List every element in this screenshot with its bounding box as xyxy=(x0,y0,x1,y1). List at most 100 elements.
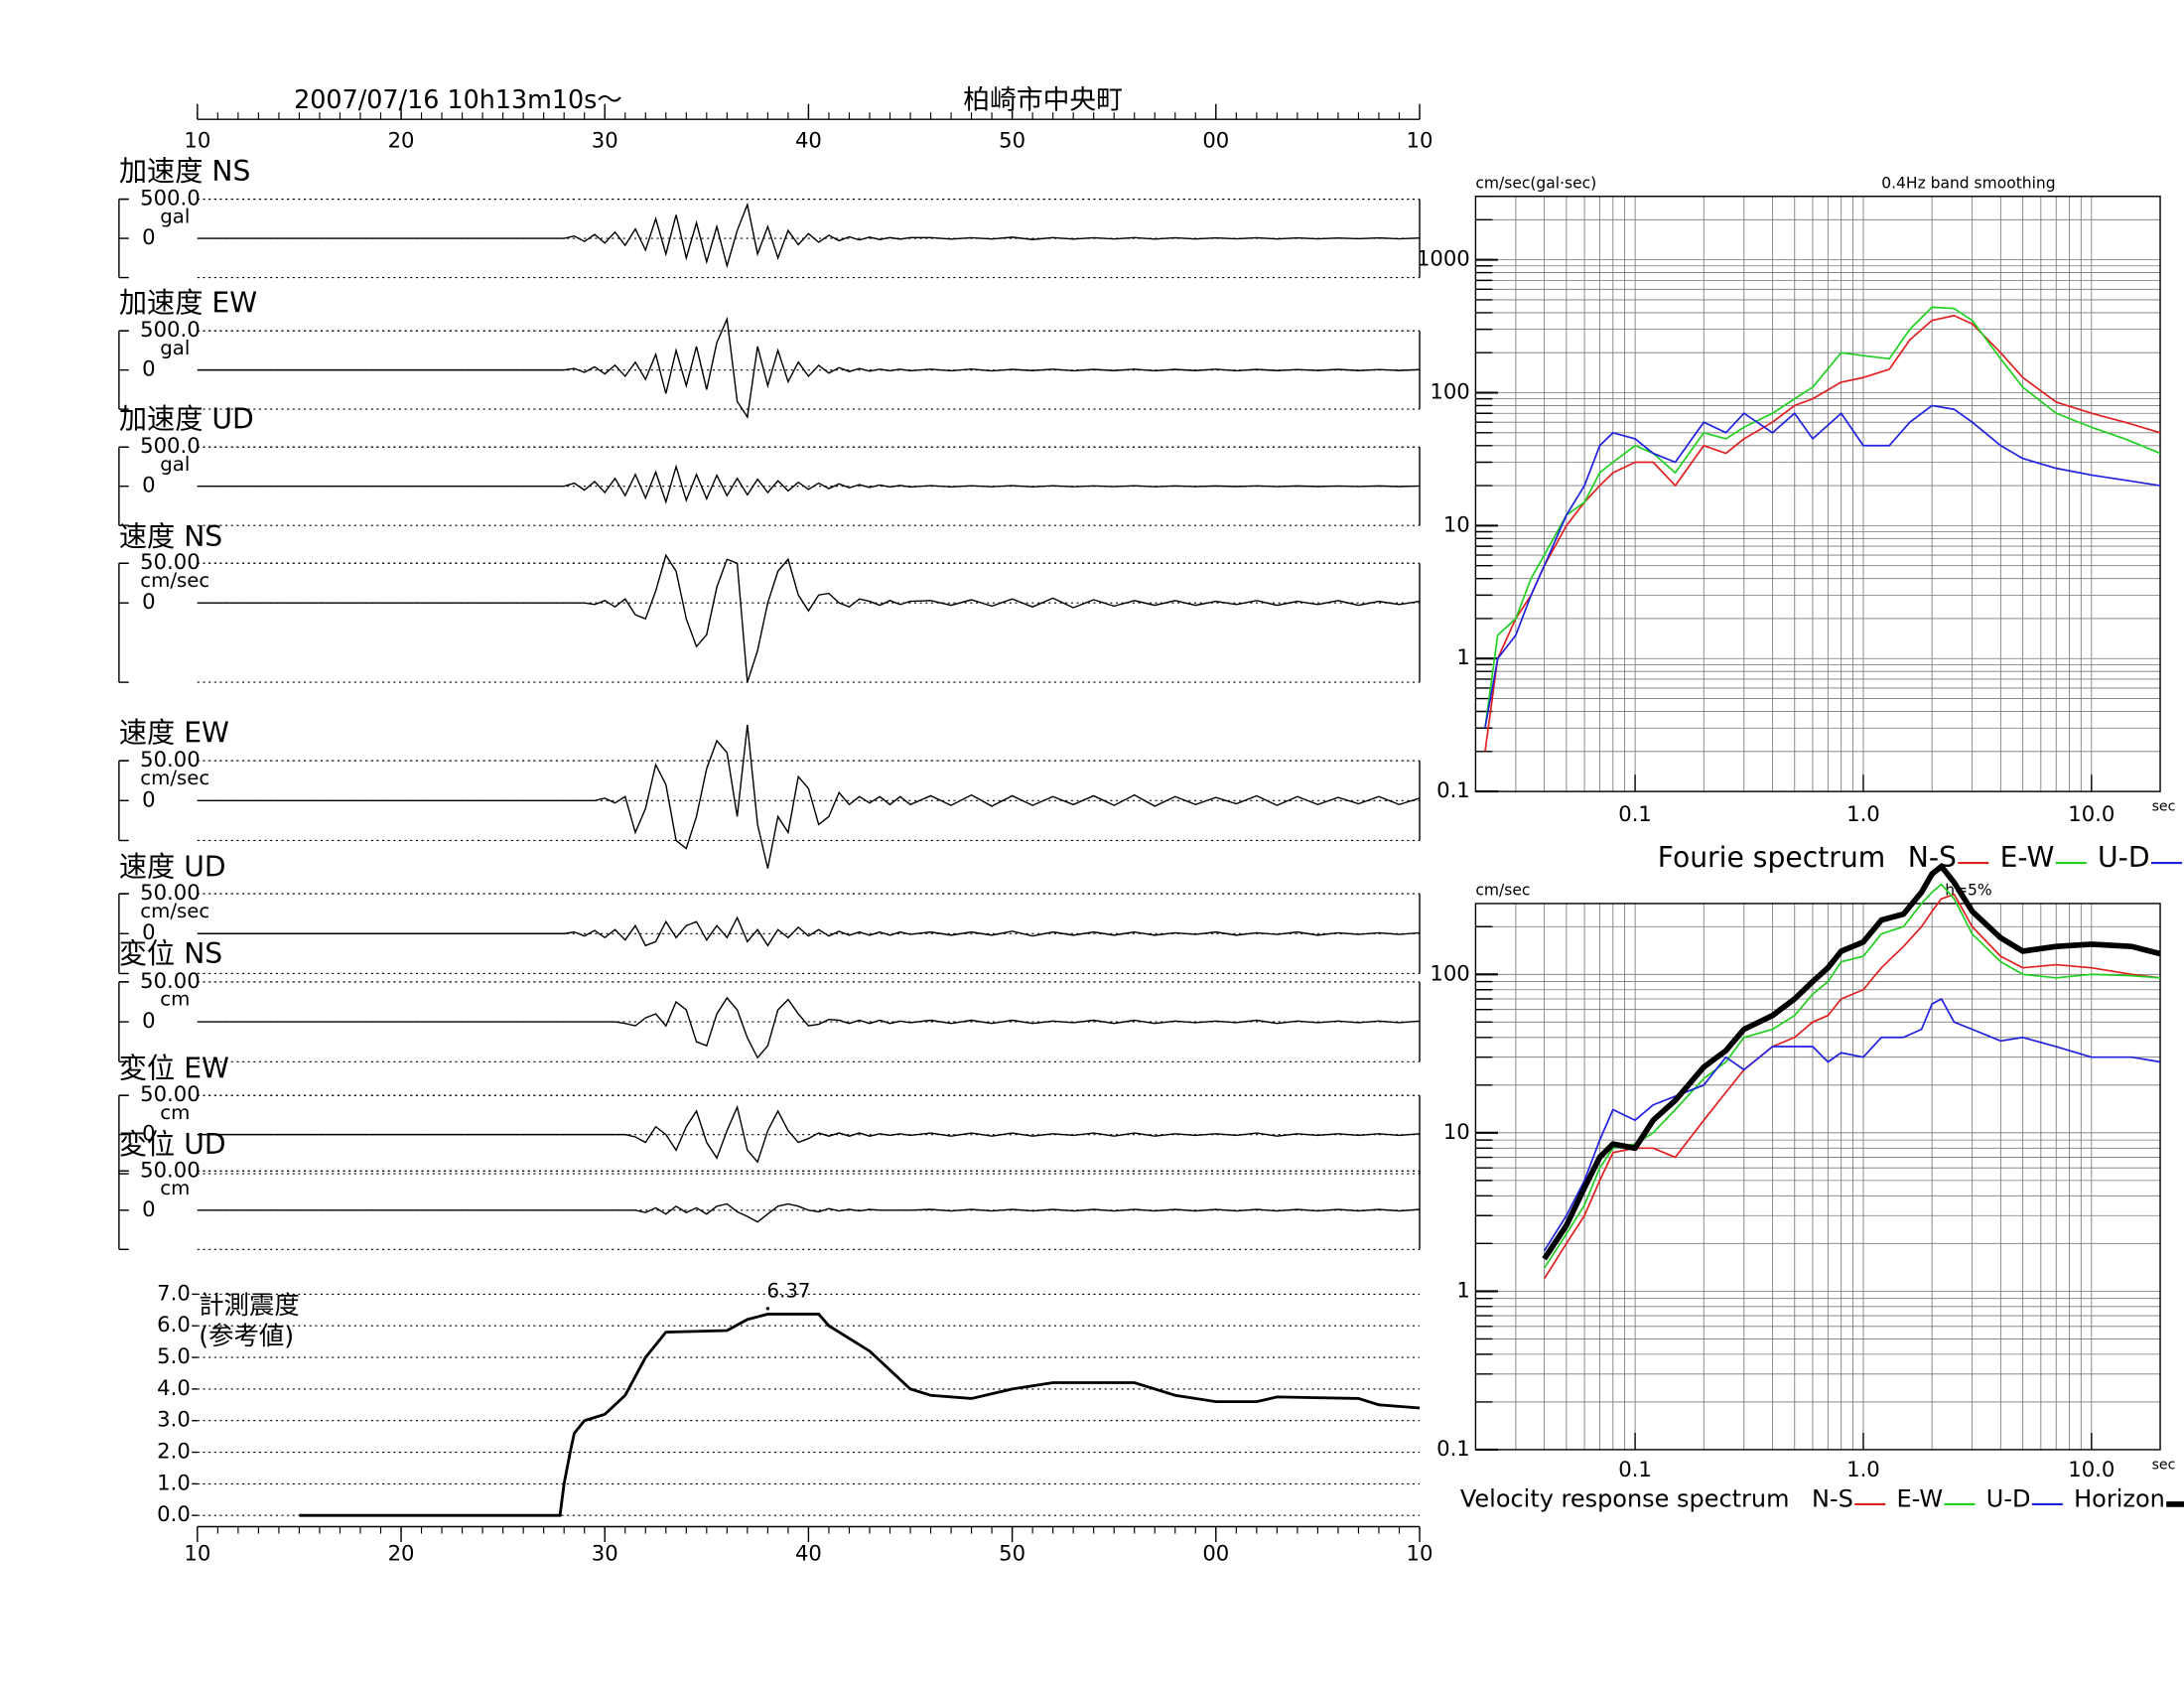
panel-label: 加速度 EW xyxy=(119,286,257,319)
y-tick-label: 0 xyxy=(142,589,155,614)
panel-label: 速度 EW xyxy=(119,716,229,749)
y-unit: cm/sec xyxy=(1475,882,1530,900)
y-tick-label: 500.0 xyxy=(140,433,201,458)
x-tick-label: 1.0 xyxy=(1846,801,1880,826)
x-tick-label: 30 xyxy=(592,128,618,153)
unit-label: cm/sec xyxy=(140,900,209,922)
legend-title: Velocity response spectrum xyxy=(1460,1485,1790,1513)
intensity-line xyxy=(299,1313,1421,1517)
y-tick-label: 0.1 xyxy=(1436,1436,1470,1461)
peak-dot xyxy=(765,1307,770,1311)
station-name: 柏崎市中央町 xyxy=(963,84,1123,115)
y-tick-label: 0 xyxy=(142,224,155,249)
y-tick-label: 0 xyxy=(142,356,155,381)
panel-label: 速度 NS xyxy=(119,520,222,553)
legend-title: Fourie spectrum xyxy=(1658,841,1885,874)
waveform xyxy=(197,464,1421,504)
y-tick-label: 0.1 xyxy=(1436,777,1470,802)
y-tick-label: 0 xyxy=(142,1196,155,1221)
y-tick-label: 50.00 xyxy=(140,1081,201,1106)
waveform xyxy=(197,915,1421,947)
x-tick-label: 40 xyxy=(795,1541,822,1566)
x-tick-label: 30 xyxy=(592,1541,618,1566)
y-tick-label: 100 xyxy=(1430,960,1469,985)
unit-label: cm xyxy=(160,988,190,1011)
legend-label: N-S xyxy=(1908,841,1957,874)
y-tick-label: 1 xyxy=(1456,644,1469,669)
note: 0.4Hz band smoothing xyxy=(1881,175,2055,193)
waveform xyxy=(197,1104,1421,1164)
unit-label: cm xyxy=(160,1177,190,1199)
x-tick-label: 40 xyxy=(795,128,822,153)
spectrum-line xyxy=(1484,315,2161,752)
x-tick-label: 0.1 xyxy=(1618,1457,1652,1481)
y-tick-label: 50.00 xyxy=(140,968,201,993)
panel-label: 変位 EW xyxy=(119,1053,229,1085)
y-tick-label: 50.00 xyxy=(140,549,201,574)
y-tick-label: 1.0 xyxy=(157,1470,191,1494)
x-unit: sec xyxy=(2152,799,2176,815)
waveform xyxy=(197,1202,1421,1223)
unit-label: gal xyxy=(160,453,190,476)
plot-frame xyxy=(1474,196,2161,792)
y-tick-label: 3.0 xyxy=(157,1407,191,1432)
legend-label: N-S xyxy=(1812,1485,1853,1513)
x-tick-label: 0.1 xyxy=(1618,801,1652,826)
spectrum-line xyxy=(1543,998,2161,1252)
y-tick-label: 5.0 xyxy=(157,1343,191,1368)
unit-label: gal xyxy=(160,337,190,359)
unit-label: cm xyxy=(160,1101,190,1124)
y-tick-label: 500.0 xyxy=(140,317,201,342)
intensity-label: 計測震度 xyxy=(199,1290,300,1320)
spectrum-line xyxy=(1542,863,2161,1261)
y-tick-label: 1 xyxy=(1456,1277,1469,1302)
x-tick-label: 1.0 xyxy=(1846,1457,1880,1481)
legend-label: E-W xyxy=(1897,1485,1944,1513)
panel-label: 速度 UD xyxy=(119,851,226,884)
x-tick-label: 10 xyxy=(184,128,210,153)
y-tick-label: 10 xyxy=(1443,1119,1470,1144)
y-tick-label: 0 xyxy=(142,1121,155,1146)
waveform xyxy=(197,316,1421,419)
waveform xyxy=(197,202,1421,269)
y-tick-label: 0 xyxy=(142,919,155,944)
panel-label: 変位 UD xyxy=(119,1128,226,1161)
x-tick-label: 10 xyxy=(1407,128,1433,153)
legend-label: E-W xyxy=(2000,841,2055,874)
y-tick-label: 0 xyxy=(142,473,155,497)
y-tick-label: 1000 xyxy=(1417,246,1470,271)
x-tick-label: 20 xyxy=(388,128,415,153)
plot-frame xyxy=(1474,903,2161,1451)
peak-label: 6.37 xyxy=(767,1279,811,1302)
panel-label: 加速度 NS xyxy=(119,155,251,188)
waveform xyxy=(197,996,1421,1059)
waveform xyxy=(197,724,1421,869)
y-tick-label: 100 xyxy=(1430,379,1469,404)
x-unit: sec xyxy=(2152,1457,2176,1473)
panel-label: 変位 NS xyxy=(119,937,222,970)
waveform xyxy=(197,553,1421,683)
legend-label: Horizon xyxy=(2074,1485,2165,1513)
legend-label: U-D xyxy=(1986,1485,2031,1513)
y-tick-label: 0 xyxy=(142,786,155,811)
x-tick-label: 00 xyxy=(1202,128,1229,153)
y-tick-label: 500.0 xyxy=(140,186,201,211)
y-tick-label: 0.0 xyxy=(157,1501,191,1526)
y-tick-label: 0 xyxy=(142,1008,155,1033)
x-tick-label: 00 xyxy=(1202,1541,1229,1566)
intensity-label: (参考値) xyxy=(199,1321,294,1350)
unit-label: gal xyxy=(160,205,190,227)
x-tick-label: 10.0 xyxy=(2068,1457,2115,1481)
y-tick-label: 7.0 xyxy=(157,1280,191,1305)
record-time: 2007/07/16 10h13m10s〜 xyxy=(294,84,622,114)
spectrum-line xyxy=(1484,404,2161,729)
panel-label: 加速度 UD xyxy=(119,402,254,435)
y-tick-label: 4.0 xyxy=(157,1375,191,1400)
y-unit: cm/sec(gal·sec) xyxy=(1475,175,1596,193)
x-tick-label: 10 xyxy=(184,1541,210,1566)
x-tick-label: 50 xyxy=(999,1541,1025,1566)
unit-label: cm/sec xyxy=(140,767,209,789)
y-tick-label: 50.00 xyxy=(140,1157,201,1182)
